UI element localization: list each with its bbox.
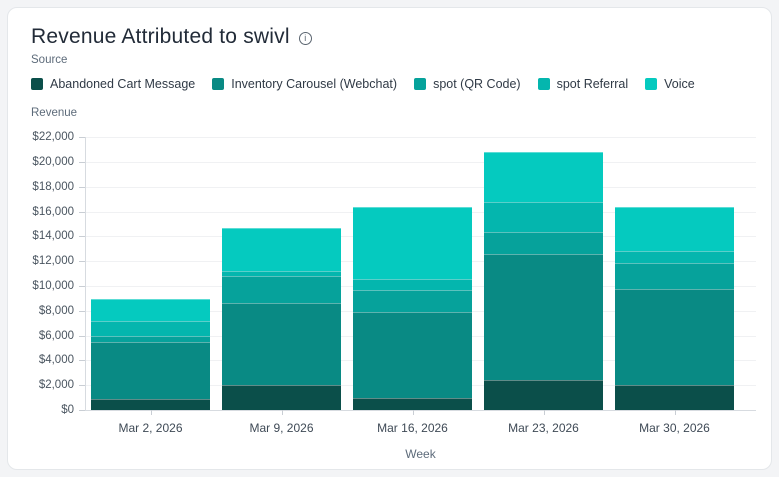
bar-segment-abandoned-cart-message[interactable]: [91, 399, 210, 410]
x-axis-title: Week: [405, 447, 436, 461]
x-axis-tick-label: Mar 9, 2026: [249, 421, 314, 435]
y-axis-tick: [79, 236, 85, 238]
bar-segment-spot-referral[interactable]: [615, 251, 734, 264]
legend-item-label: Abandoned Cart Message: [50, 77, 196, 91]
y-axis-tick-label: $6,000: [38, 329, 74, 342]
bar-segment-voice[interactable]: [222, 227, 341, 272]
bar-segment-inventory-carousel-webchat[interactable]: [222, 302, 341, 385]
y-axis-title: Revenue: [31, 107, 78, 119]
x-axis-tick-label: Mar 23, 2026: [508, 421, 579, 435]
y-axis-tick-label: $4,000: [38, 354, 74, 367]
chart-plot-area: $0 $2,000 $4,000 $6,000 $8,000 $10,000 $12,000…: [8, 8, 773, 471]
bar-segment-spot-qr-code[interactable]: [222, 276, 341, 303]
bar-segment-voice[interactable]: [615, 207, 734, 252]
bar-segment-inventory-carousel-webchat[interactable]: [615, 288, 734, 385]
x-axis-tick: [281, 410, 283, 415]
bar-segment-spot-qr-code[interactable]: [91, 336, 210, 343]
bar-segment-spot-qr-code[interactable]: [615, 263, 734, 289]
y-axis-line: [85, 137, 86, 410]
page-title: Revenue Attributed to swivl: [31, 25, 290, 48]
y-axis-tick: [79, 360, 85, 362]
legend-item-inventory-carousel-webchat[interactable]: Inventory Carousel (Webchat): [212, 77, 397, 91]
y-axis-tick: [79, 211, 85, 213]
y-axis-tick-label: $22,000: [32, 131, 74, 144]
legend-item-voice[interactable]: Voice: [645, 77, 695, 91]
y-axis-tick: [79, 286, 85, 288]
bar-mar-16-2026: [353, 8, 472, 410]
y-axis-tick-label: $2,000: [38, 379, 74, 392]
bar-segment-inventory-carousel-webchat[interactable]: [91, 342, 210, 400]
legend-item-label: spot (QR Code): [433, 77, 521, 91]
bar-segment-abandoned-cart-message[interactable]: [353, 398, 472, 410]
bar-segment-voice[interactable]: [353, 207, 472, 279]
bar-mar-9-2026: [222, 8, 341, 410]
y-axis-tick: [79, 410, 85, 411]
x-axis-line: [85, 410, 756, 411]
bar-segment-abandoned-cart-message[interactable]: [484, 379, 603, 410]
y-axis-tick-label: $18,000: [32, 180, 74, 193]
legend-item-spot-qr-code[interactable]: spot (QR Code): [414, 77, 521, 91]
bar-segment-voice[interactable]: [91, 299, 210, 321]
legend-item-label: spot Referral: [556, 77, 629, 91]
y-axis-tick: [79, 385, 85, 387]
chart-card: Revenue Attributed to swivl i Source Aba…: [7, 7, 772, 470]
bar-segment-spot-referral[interactable]: [353, 278, 472, 291]
y-axis-tick-label: $16,000: [32, 205, 74, 218]
y-axis-tick: [79, 162, 85, 164]
x-axis-tick-label: Mar 2, 2026: [118, 421, 183, 435]
y-axis-tick-label: $14,000: [32, 230, 74, 243]
bar-mar-30-2026: [615, 8, 734, 410]
y-axis-tick: [79, 261, 85, 263]
bar-segment-inventory-carousel-webchat[interactable]: [353, 312, 472, 399]
x-axis-tick: [150, 410, 152, 415]
x-axis-tick: [674, 410, 676, 415]
y-axis-tick: [79, 137, 85, 139]
title-row: Revenue Attributed to swivl i: [31, 25, 312, 49]
y-axis-tick-label: $8,000: [38, 304, 74, 317]
legend-swatch-icon: [537, 78, 550, 90]
bar-segment-voice[interactable]: [484, 151, 603, 203]
bar-segment-abandoned-cart-message[interactable]: [615, 384, 734, 410]
bar-mar-2-2026: [91, 8, 210, 410]
bar-segment-abandoned-cart-message[interactable]: [222, 384, 341, 410]
legend-swatch-icon: [645, 78, 658, 90]
y-axis-tick-label: $0: [61, 404, 74, 416]
bar-segment-inventory-carousel-webchat[interactable]: [484, 254, 603, 380]
bar-segment-spot-referral[interactable]: [222, 271, 341, 277]
legend-swatch-icon: [212, 78, 225, 90]
legend-item-label: Voice: [664, 77, 695, 91]
legend-swatch-icon: [31, 78, 43, 90]
gridline: [85, 162, 756, 164]
x-axis-tick: [543, 410, 545, 415]
x-axis-tick-label: Mar 30, 2026: [639, 421, 710, 435]
legend-item-label: Inventory Carousel (Webchat): [231, 77, 398, 91]
x-axis-tick-label: Mar 16, 2026: [377, 421, 448, 435]
bar-segment-spot-qr-code[interactable]: [353, 290, 472, 313]
y-axis-tick-label: $12,000: [32, 255, 74, 268]
gridline: [85, 137, 756, 139]
legend-item-spot-referral[interactable]: spot Referral: [537, 77, 629, 91]
x-axis-tick: [412, 410, 414, 415]
bar-segment-spot-referral[interactable]: [91, 320, 210, 337]
y-axis-tick-label: $10,000: [32, 280, 74, 293]
bar-mar-23-2026: [484, 8, 603, 410]
legend-item-abandoned-cart-message[interactable]: Abandoned Cart Message: [31, 77, 195, 91]
y-axis-tick: [79, 335, 85, 337]
legend-swatch-icon: [414, 78, 427, 90]
legend-label: Source: [31, 54, 68, 66]
y-axis-tick: [79, 310, 85, 312]
chart-legend: Abandoned Cart Message Inventory Carousel…: [31, 77, 695, 91]
bar-segment-spot-qr-code[interactable]: [484, 232, 603, 255]
y-axis-tick-label: $20,000: [32, 156, 74, 169]
y-axis-tick: [79, 186, 85, 188]
bar-segment-spot-referral[interactable]: [484, 202, 603, 233]
gridline: [85, 186, 756, 188]
info-icon[interactable]: i: [298, 32, 312, 45]
